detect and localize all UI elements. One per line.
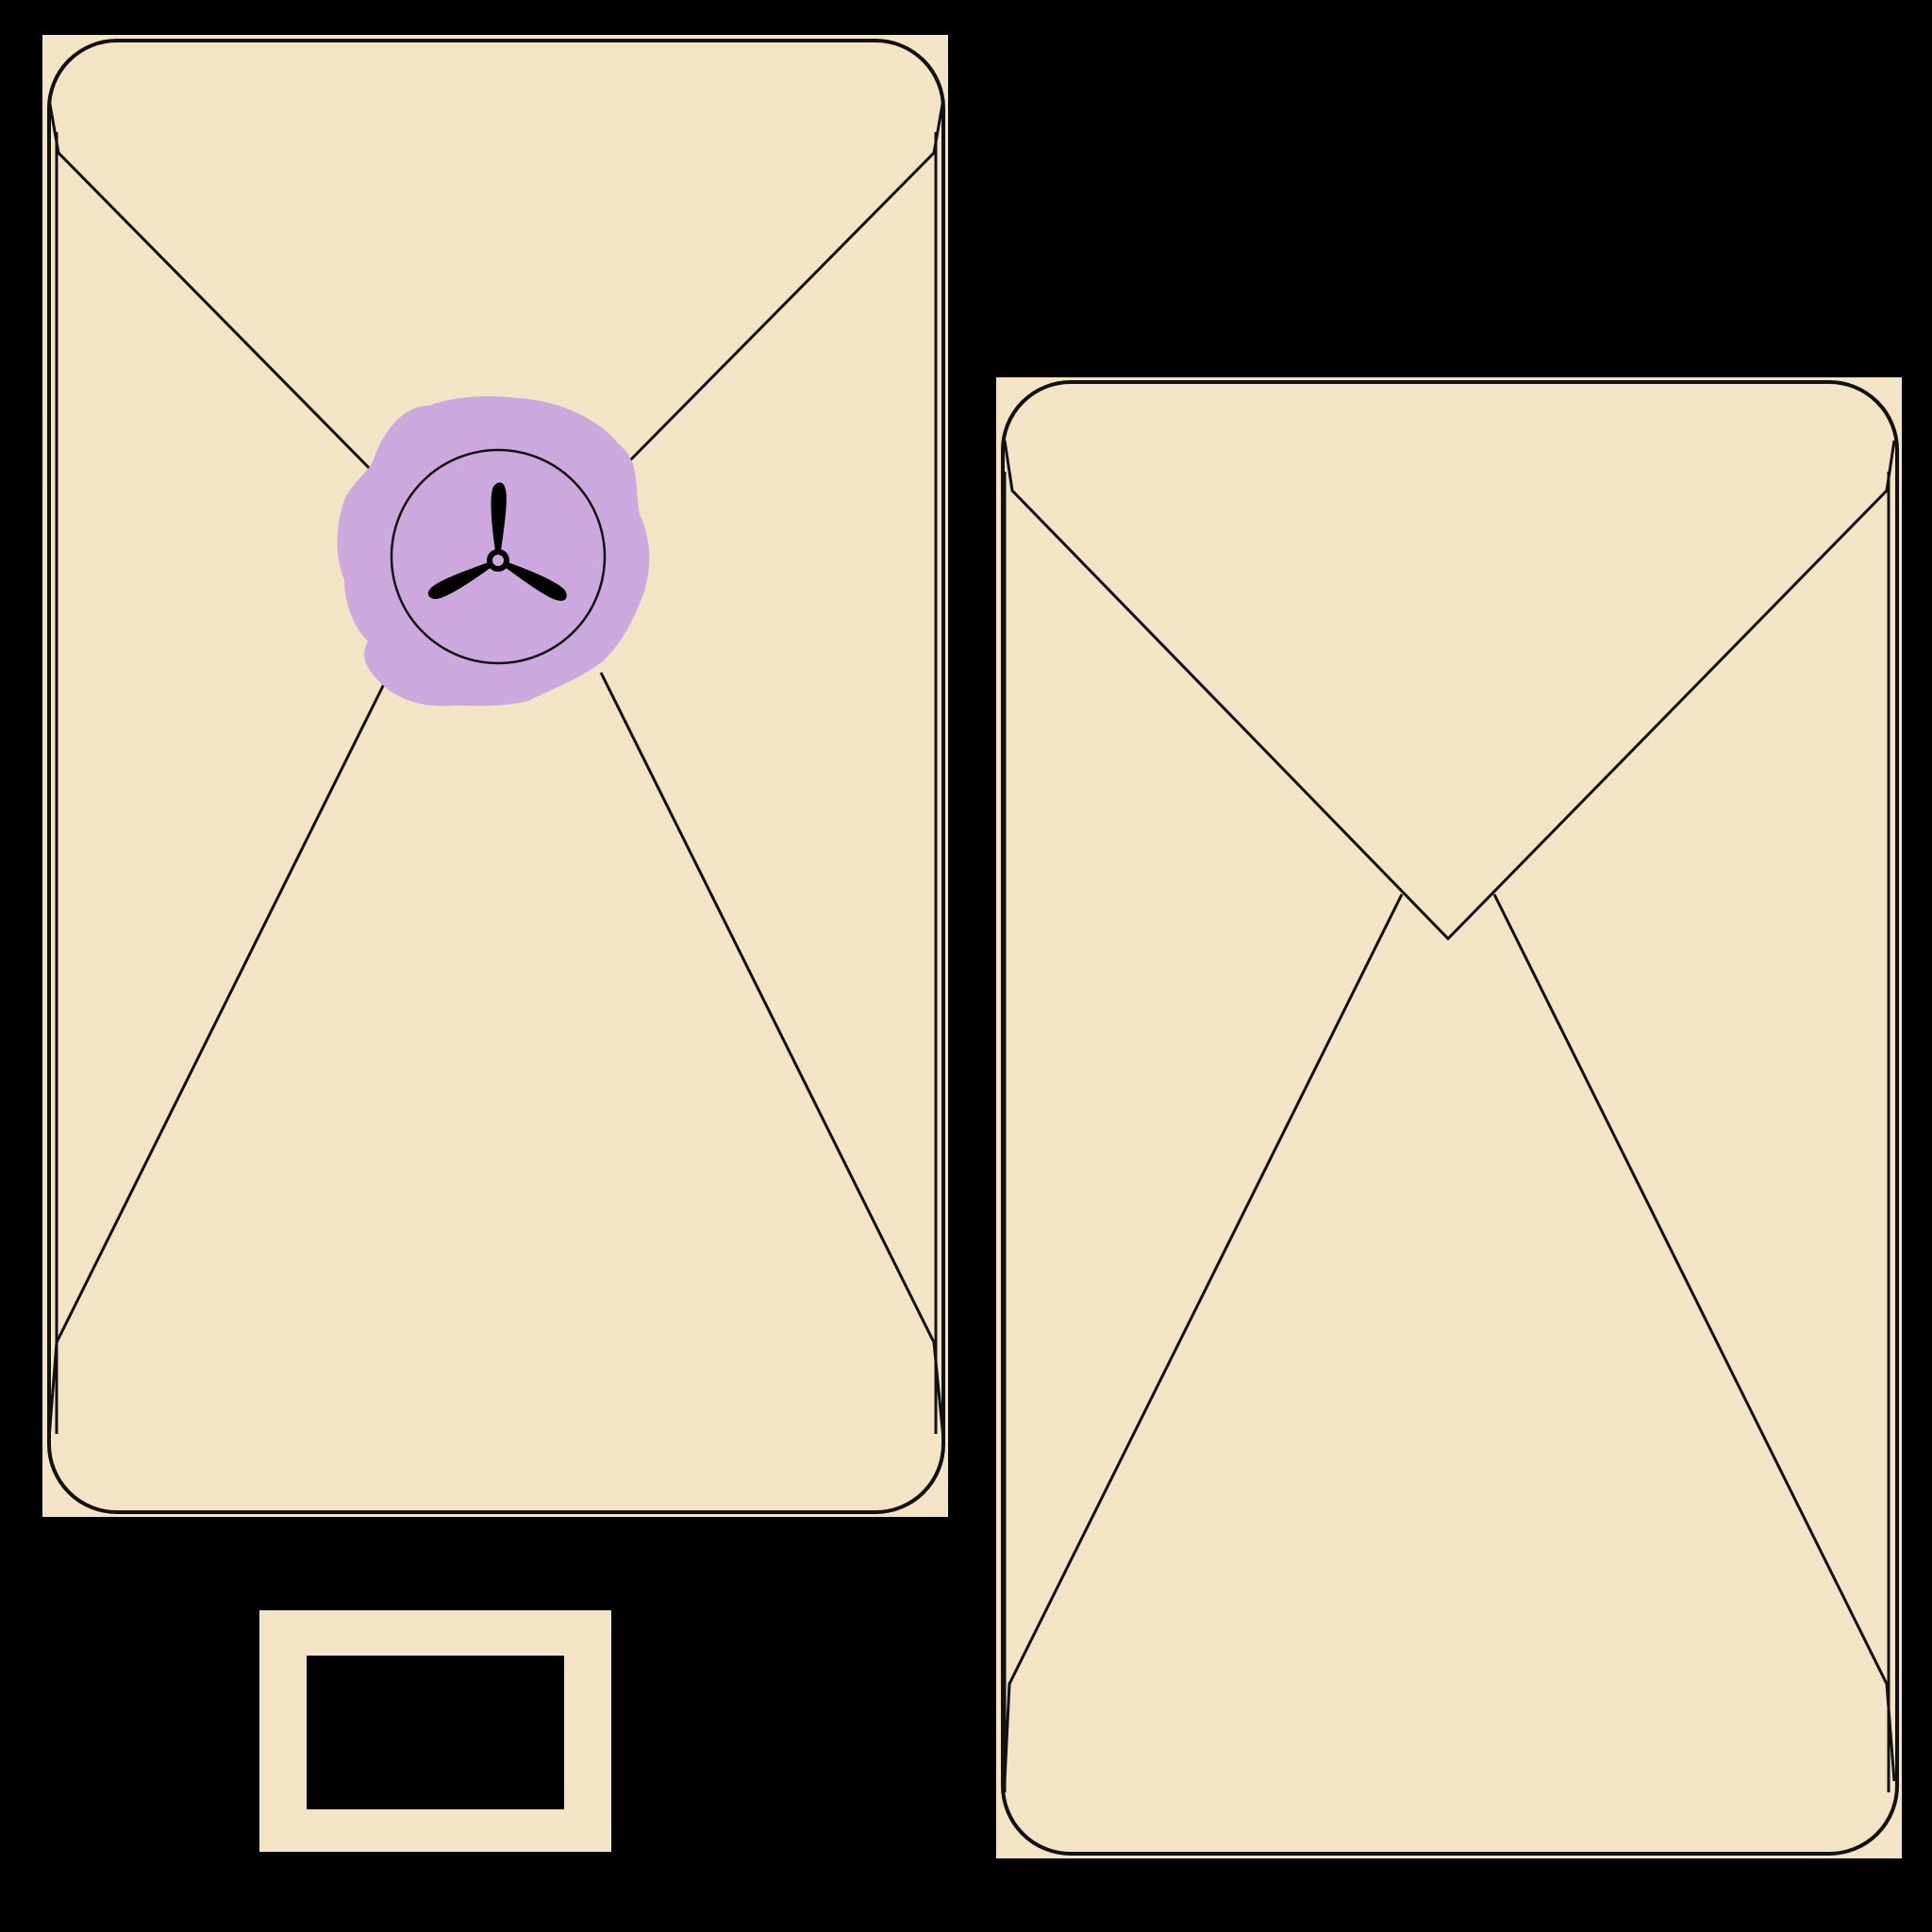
wax-seal[interactable]: [337, 396, 650, 707]
bottom-fold-right: [599, 672, 945, 1440]
open-envelope[interactable]: [996, 377, 1902, 1858]
bottom-fold-left: [1003, 893, 1404, 1782]
envelope-outline: [1001, 380, 1899, 1856]
flap-fold-left: [47, 98, 377, 476]
envelope-paper: [996, 377, 1902, 1858]
small-card[interactable]: [259, 1610, 611, 1852]
envelope-flap: [1003, 440, 1896, 941]
sealed-envelope[interactable]: [42, 35, 948, 1517]
seal-ring: [390, 448, 607, 665]
card-window: [307, 1656, 564, 1809]
bottom-fold-left: [47, 664, 395, 1440]
envelope-paper: [42, 35, 948, 1517]
envelope-outline: [47, 39, 945, 1514]
propeller-icon: [427, 482, 567, 601]
flap-fold-right: [625, 98, 945, 466]
bottom-fold-right: [1492, 893, 1896, 1782]
